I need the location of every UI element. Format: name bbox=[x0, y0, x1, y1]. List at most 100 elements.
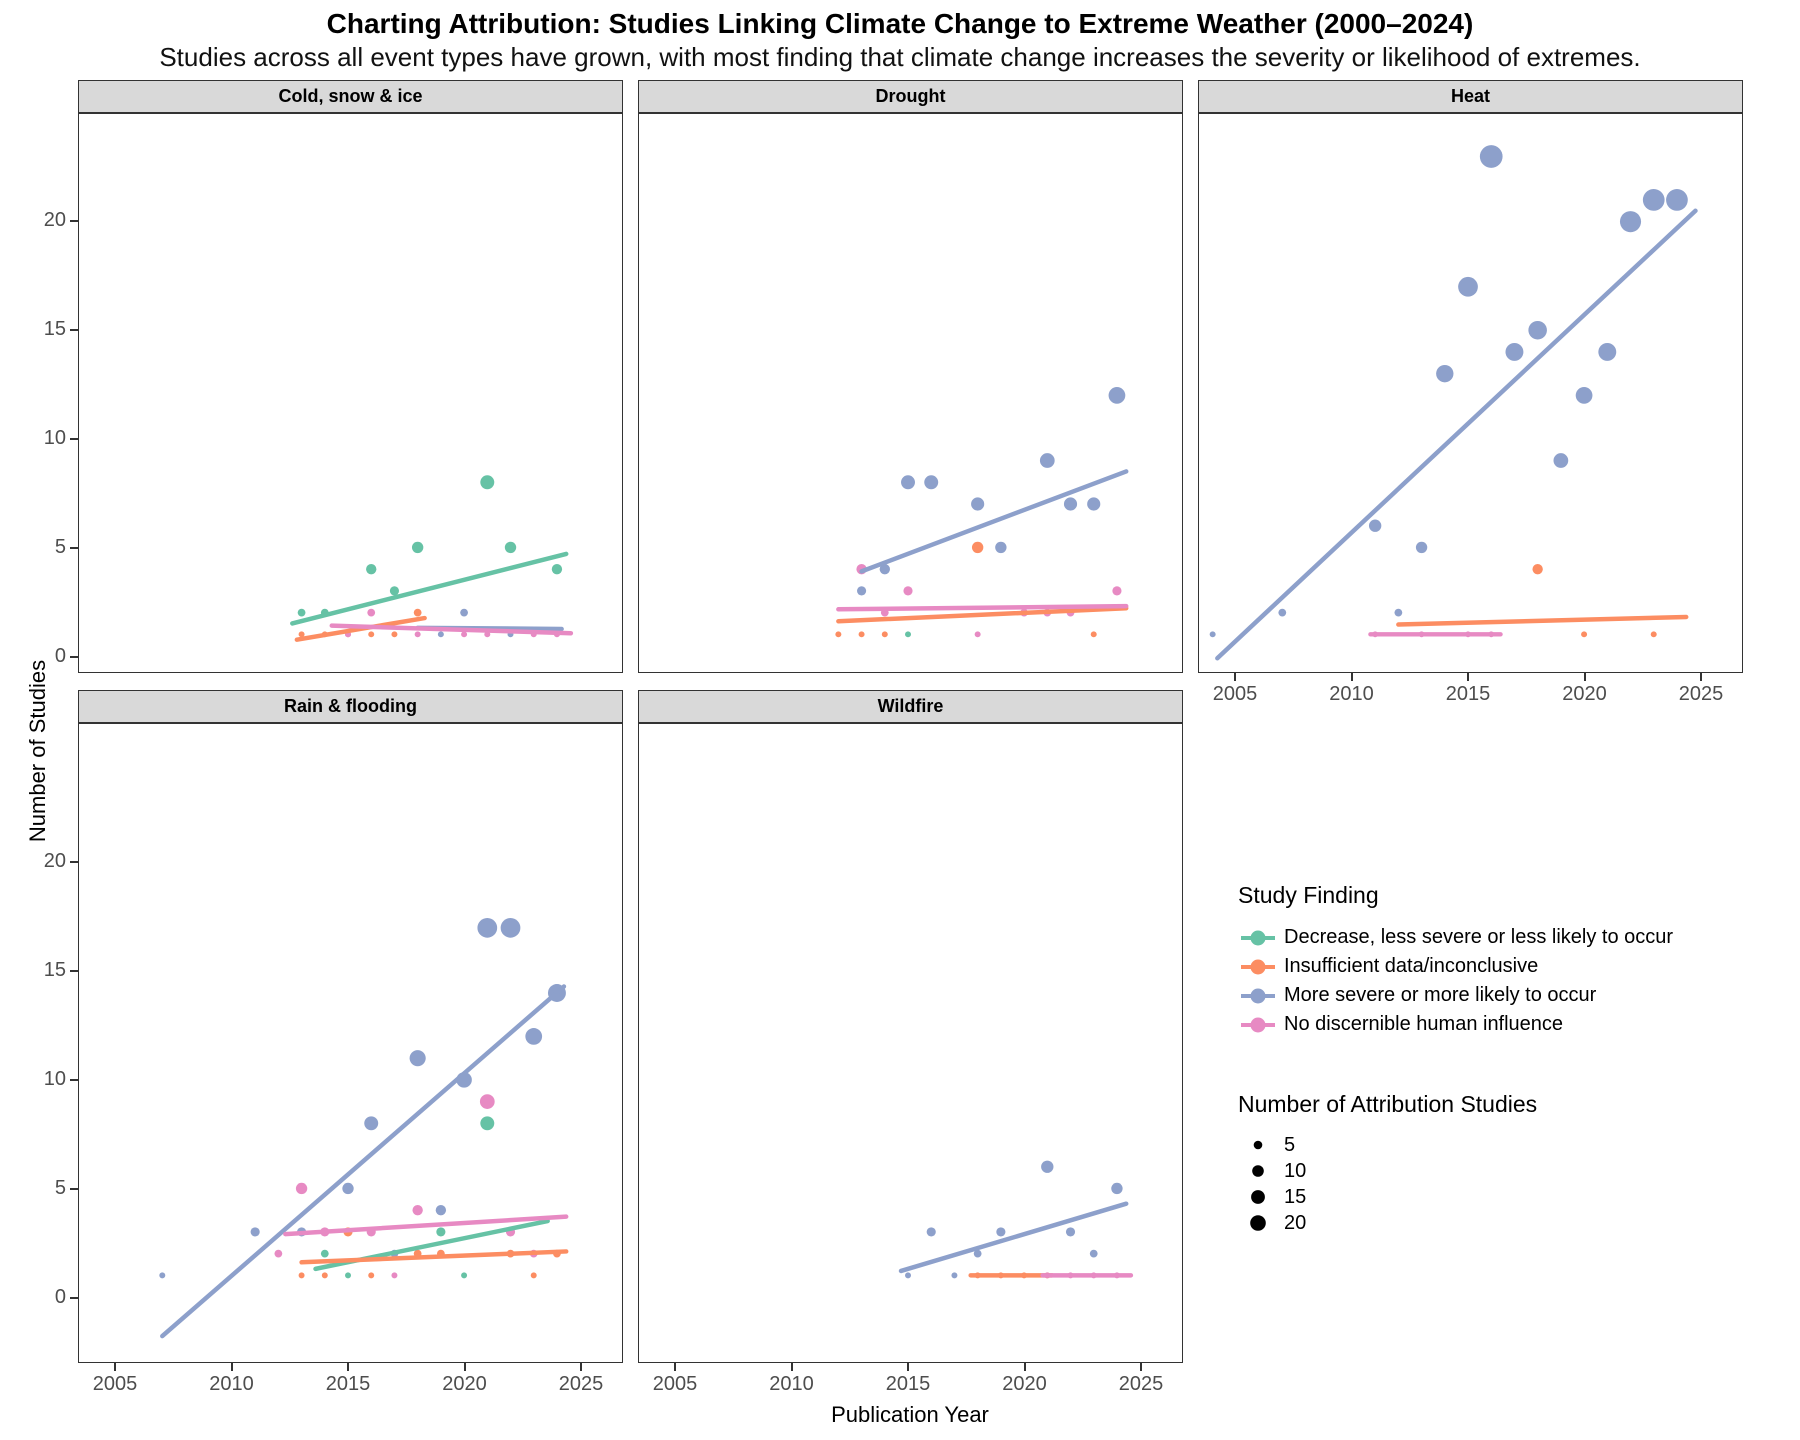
data-point-more_severe bbox=[1553, 453, 1569, 468]
size-dot-10-icon bbox=[1252, 1165, 1264, 1177]
y-tick-mark bbox=[70, 656, 78, 658]
data-point-no_influence bbox=[367, 608, 376, 617]
data-point-more_severe bbox=[1111, 1182, 1123, 1195]
x-tick-mark bbox=[1023, 1363, 1026, 1371]
y-tick-label: 10 bbox=[43, 1068, 66, 1090]
size-label: 5 bbox=[1284, 1133, 1296, 1156]
data-point-more_severe bbox=[525, 1028, 543, 1045]
size-dot-15-icon bbox=[1251, 1190, 1265, 1204]
data-point-more_severe bbox=[1642, 189, 1665, 211]
data-point-more_severe bbox=[905, 1272, 911, 1279]
data-point-more_severe bbox=[1041, 1160, 1054, 1173]
data-point-more_severe bbox=[1063, 497, 1078, 511]
facet-strip-cold-snow-ice: Cold, snow & ice bbox=[78, 80, 623, 113]
data-point-insufficient bbox=[835, 631, 842, 638]
size-label: 20 bbox=[1284, 1211, 1307, 1234]
data-point-insufficient bbox=[298, 631, 305, 638]
x-tick-label: 2015 bbox=[325, 1373, 371, 1395]
trend-line-no_influence bbox=[329, 623, 574, 636]
x-tick-mark bbox=[463, 1363, 466, 1371]
data-point-more_severe bbox=[973, 1249, 982, 1258]
legend-item-more-severe: More severe or more likely to occur bbox=[1238, 981, 1778, 1010]
data-point-no_influence bbox=[414, 631, 421, 638]
data-point-more_severe bbox=[926, 1227, 936, 1237]
legend-label: Decrease, less severe or less likely to … bbox=[1284, 926, 1674, 948]
size-label: 10 bbox=[1284, 1159, 1307, 1182]
legend-title-study-finding: Study Finding bbox=[1238, 882, 1379, 908]
trend-line-insufficient bbox=[299, 1249, 569, 1265]
x-tick-label: 2015 bbox=[1445, 683, 1491, 705]
data-point-no_influence bbox=[391, 1272, 398, 1279]
y-tick-mark bbox=[70, 861, 78, 863]
data-point-decrease bbox=[480, 475, 495, 490]
data-point-decrease bbox=[480, 1116, 495, 1131]
size-legend-item-5: 5 bbox=[1238, 1132, 1778, 1158]
y-tick-mark bbox=[70, 970, 78, 972]
facet-panel-rain-flooding bbox=[78, 723, 623, 1363]
size-label: 15 bbox=[1284, 1185, 1307, 1208]
data-point-insufficient bbox=[1650, 631, 1657, 638]
x-tick-mark bbox=[1583, 673, 1586, 681]
data-point-insufficient bbox=[1090, 631, 1097, 638]
legend: Study Finding Decrease, less severe or l… bbox=[1238, 882, 1778, 1236]
data-point-insufficient bbox=[1532, 563, 1543, 575]
data-point-more_severe bbox=[1415, 541, 1428, 554]
data-point-more_severe bbox=[996, 1227, 1006, 1237]
data-point-more_severe bbox=[924, 475, 939, 490]
y-tick-label: 20 bbox=[43, 850, 66, 872]
y-tick-mark bbox=[70, 1188, 78, 1190]
size-legend-item-15: 15 bbox=[1238, 1184, 1778, 1210]
y-tick-mark bbox=[70, 329, 78, 331]
facet-strip-drought: Drought bbox=[638, 80, 1183, 113]
data-point-no_influence bbox=[1112, 586, 1122, 596]
data-point-decrease bbox=[436, 1227, 446, 1237]
y-tick-label: 15 bbox=[43, 318, 66, 340]
data-point-more_severe bbox=[1575, 387, 1593, 404]
y-tick-label: 0 bbox=[54, 1286, 66, 1308]
data-point-insufficient bbox=[368, 1272, 375, 1279]
data-point-insufficient bbox=[368, 631, 375, 638]
facet-strip-wildfire: Wildfire bbox=[638, 690, 1183, 723]
data-point-more_severe bbox=[1598, 342, 1617, 361]
data-point-insufficient bbox=[298, 1272, 305, 1279]
data-point-more_severe bbox=[1368, 519, 1382, 532]
data-point-more_severe bbox=[951, 1272, 958, 1279]
x-tick-label: 2015 bbox=[885, 1373, 931, 1395]
data-point-more_severe bbox=[460, 608, 468, 617]
data-point-decrease bbox=[345, 1272, 351, 1279]
data-point-more_severe bbox=[1436, 365, 1454, 383]
data-point-no_influence bbox=[974, 631, 981, 638]
data-point-more_severe bbox=[995, 541, 1007, 554]
data-point-no_influence bbox=[903, 586, 913, 596]
data-point-more_severe bbox=[1528, 320, 1547, 340]
trend-line-insufficient bbox=[836, 605, 1129, 624]
facet-strip-heat: Heat bbox=[1198, 80, 1743, 113]
data-point-more_severe bbox=[1505, 342, 1524, 361]
data-point-more_severe bbox=[435, 1205, 447, 1216]
x-tick-mark bbox=[790, 1363, 793, 1371]
legend-key-more-severe-icon bbox=[1241, 988, 1275, 1003]
x-tick-label: 2025 bbox=[1118, 1373, 1164, 1395]
x-tick-mark bbox=[1234, 673, 1236, 681]
trend-line-more_severe bbox=[160, 984, 567, 1339]
facet-panel-heat bbox=[1198, 113, 1743, 673]
data-point-no_influence bbox=[412, 1205, 423, 1216]
x-tick-mark bbox=[1467, 673, 1469, 681]
x-tick-label: 2005 bbox=[1212, 683, 1258, 705]
data-point-more_severe bbox=[1278, 608, 1287, 617]
data-point-decrease bbox=[297, 608, 306, 617]
x-tick-label: 2005 bbox=[92, 1373, 138, 1395]
legend-item-no-influence: No discernible human influence bbox=[1238, 1010, 1778, 1039]
facet-strip-label: Drought bbox=[875, 86, 946, 106]
legend-key-decrease-icon bbox=[1241, 930, 1275, 945]
trend-line-no_influence bbox=[836, 603, 1129, 612]
chart-subtitle: Studies across all event types have grow… bbox=[159, 42, 1641, 72]
data-point-more_severe bbox=[971, 497, 985, 511]
x-tick-label: 2025 bbox=[1678, 683, 1724, 705]
data-point-more_severe bbox=[409, 1050, 426, 1067]
x-tick-mark bbox=[674, 1363, 676, 1371]
facet-strip-label: Wildfire bbox=[877, 696, 944, 716]
facet-panel-wildfire bbox=[638, 723, 1183, 1363]
data-point-decrease bbox=[504, 541, 517, 554]
